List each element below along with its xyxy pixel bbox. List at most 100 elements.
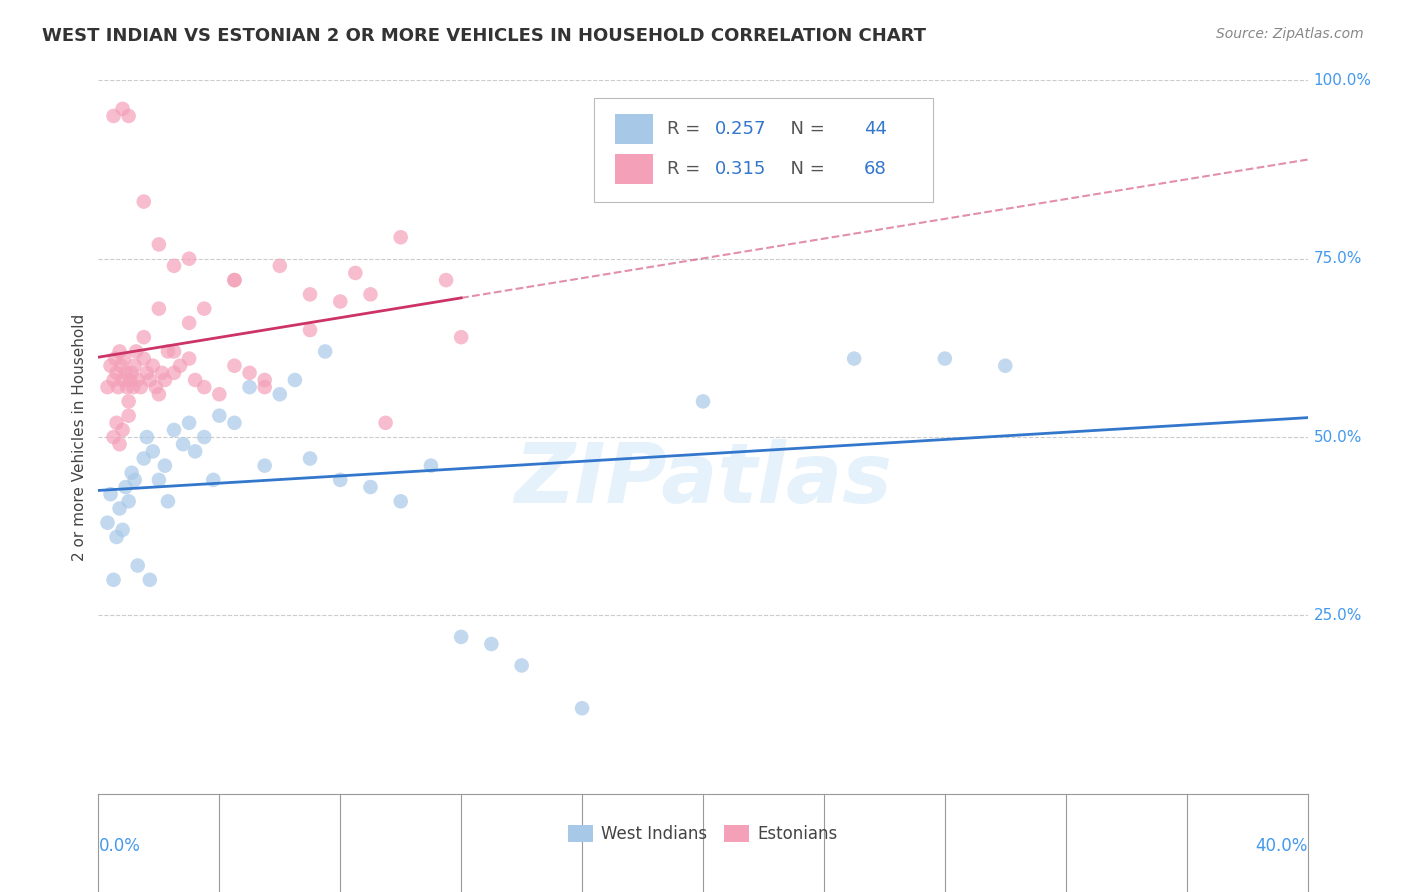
Point	[434, 273, 457, 287]
Text: 100.0%: 100.0%	[1313, 73, 1372, 87]
Point	[224, 359, 246, 373]
Point	[111, 423, 134, 437]
Point	[156, 494, 179, 508]
Point	[163, 344, 186, 359]
Point	[129, 380, 152, 394]
Point	[148, 473, 170, 487]
Point	[172, 437, 194, 451]
Point	[120, 373, 142, 387]
Point	[142, 444, 165, 458]
Text: R =: R =	[666, 161, 706, 178]
Point	[389, 230, 412, 244]
FancyBboxPatch shape	[614, 114, 654, 144]
Point	[127, 373, 149, 387]
Point	[269, 387, 291, 401]
Point	[224, 416, 246, 430]
Point	[118, 394, 141, 409]
Point	[124, 473, 146, 487]
Point	[127, 558, 149, 573]
Point	[142, 359, 165, 373]
Point	[114, 480, 136, 494]
Text: R =: R =	[666, 120, 706, 137]
Point	[299, 451, 322, 466]
Point	[299, 287, 322, 301]
Point	[202, 473, 225, 487]
Point	[115, 380, 138, 394]
Point	[179, 416, 201, 430]
Point	[269, 259, 291, 273]
Text: 44: 44	[863, 120, 887, 137]
Point	[374, 416, 396, 430]
Point	[253, 380, 276, 394]
Point	[148, 387, 170, 401]
Text: 0.0%: 0.0%	[98, 837, 141, 855]
Point	[224, 273, 246, 287]
Point	[253, 373, 276, 387]
Point	[934, 351, 956, 366]
Text: 25.0%: 25.0%	[1313, 608, 1362, 623]
Point	[450, 630, 472, 644]
Text: 68: 68	[863, 161, 887, 178]
FancyBboxPatch shape	[614, 154, 654, 185]
Point	[156, 344, 179, 359]
Text: 0.257: 0.257	[716, 120, 766, 137]
Text: WEST INDIAN VS ESTONIAN 2 OR MORE VEHICLES IN HOUSEHOLD CORRELATION CHART: WEST INDIAN VS ESTONIAN 2 OR MORE VEHICL…	[42, 27, 927, 45]
Point	[105, 530, 128, 544]
Point	[193, 380, 215, 394]
Point	[184, 444, 207, 458]
Point	[100, 487, 122, 501]
Point	[314, 344, 336, 359]
Point	[153, 458, 176, 473]
Text: 0.315: 0.315	[716, 161, 766, 178]
Point	[360, 480, 382, 494]
Point	[148, 237, 170, 252]
Point	[139, 573, 162, 587]
Point	[118, 109, 141, 123]
Point	[104, 351, 127, 366]
Point	[510, 658, 533, 673]
Point	[299, 323, 322, 337]
Point	[844, 351, 866, 366]
Point	[110, 359, 132, 373]
Point	[179, 252, 201, 266]
Point	[692, 394, 714, 409]
Point	[148, 301, 170, 316]
Point	[239, 380, 262, 394]
Point	[121, 366, 143, 380]
Point	[132, 330, 155, 344]
Point	[132, 351, 155, 366]
Text: ZIPatlas: ZIPatlas	[515, 440, 891, 520]
Text: Source: ZipAtlas.com: Source: ZipAtlas.com	[1216, 27, 1364, 41]
Point	[111, 373, 134, 387]
Point	[284, 373, 307, 387]
Point	[118, 409, 141, 423]
Point	[163, 423, 186, 437]
Point	[239, 366, 262, 380]
Point	[107, 380, 129, 394]
Point	[135, 366, 157, 380]
Point	[135, 430, 157, 444]
FancyBboxPatch shape	[595, 98, 932, 202]
Point	[112, 351, 135, 366]
Point	[122, 380, 145, 394]
Point	[571, 701, 593, 715]
Point	[184, 373, 207, 387]
Point	[132, 194, 155, 209]
Text: N =: N =	[779, 120, 831, 137]
Point	[103, 109, 125, 123]
Point	[139, 373, 162, 387]
Text: 50.0%: 50.0%	[1313, 430, 1362, 444]
Point	[103, 573, 125, 587]
Point	[208, 409, 231, 423]
Point	[111, 523, 134, 537]
Point	[105, 416, 128, 430]
Point	[105, 366, 128, 380]
Point	[96, 516, 118, 530]
Text: 75.0%: 75.0%	[1313, 252, 1362, 266]
Text: 40.0%: 40.0%	[1256, 837, 1308, 855]
Point	[100, 359, 122, 373]
Point	[163, 259, 186, 273]
Point	[163, 366, 186, 380]
Point	[179, 351, 201, 366]
Point	[224, 273, 246, 287]
